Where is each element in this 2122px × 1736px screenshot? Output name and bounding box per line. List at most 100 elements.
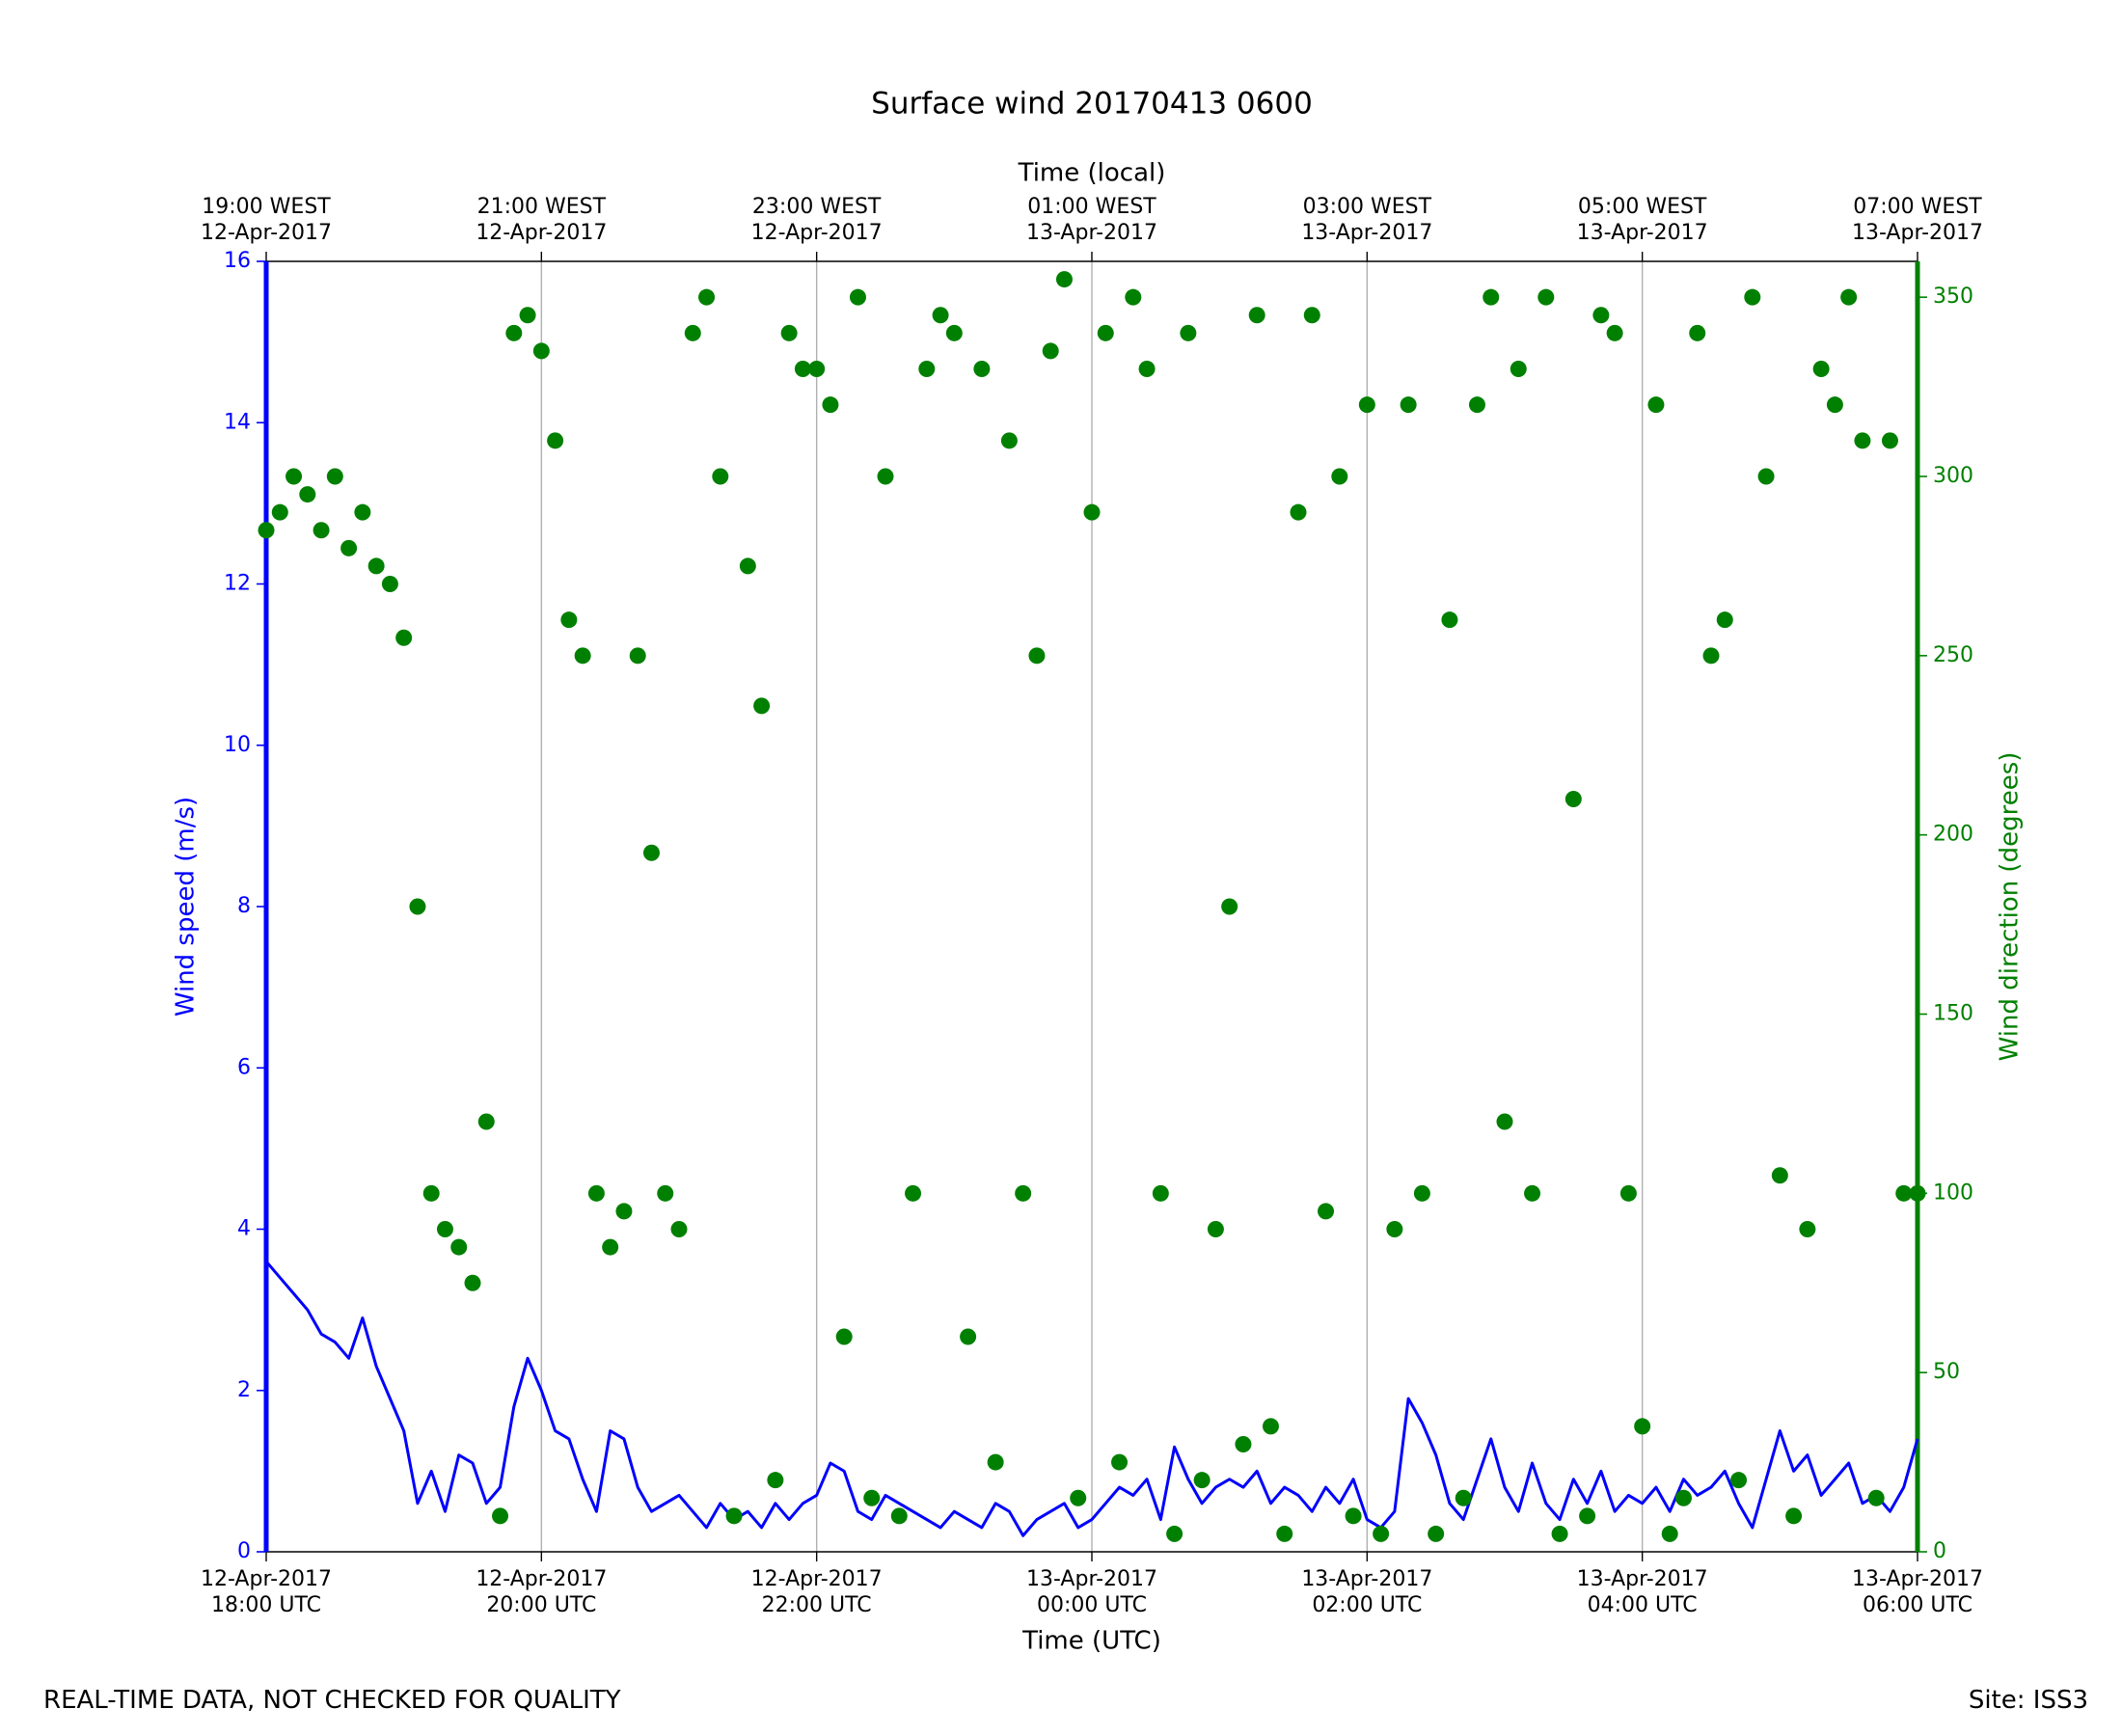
direction-point [1812,361,1830,377]
direction-point [1730,1472,1748,1489]
y2-tick-label: 50 [1933,1360,1960,1384]
direction-point [657,1184,674,1202]
direction-point [1647,396,1665,414]
direction-point [1881,432,1898,449]
direction-point [1757,468,1775,485]
direction-point [753,697,771,715]
x2-axis-label: Time (local) [1018,159,1166,188]
direction-point [960,1328,977,1345]
y2-tick-label: 0 [1933,1539,1946,1563]
direction-point [354,503,371,521]
direction-point [367,557,385,575]
direction-point [1055,271,1073,288]
x2-tick-label: 23:00 WEST 12-Apr-2017 [750,195,883,245]
direction-point [794,361,811,377]
direction-point [918,361,936,377]
direction-point [1702,647,1720,665]
direction-point [1015,1184,1032,1202]
direction-point [422,1184,440,1202]
direction-point [313,522,330,539]
y2-tick-label: 300 [1933,464,1973,488]
direction-point [519,307,536,324]
direction-point [1441,611,1458,629]
x-tick-label: 13-Apr-2017 00:00 UTC [1025,1567,1158,1617]
y-tick-label: 14 [224,410,251,434]
direction-point [739,557,756,575]
direction-point [1413,1184,1430,1202]
direction-point [1579,1507,1596,1525]
direction-point [1483,288,1500,306]
direction-point [712,468,729,485]
x-tick-label: 13-Apr-2017 06:00 UTC [1851,1567,1984,1617]
direction-point [1510,361,1527,377]
y2-tick-label: 100 [1933,1180,1973,1205]
x-tick-label: 12-Apr-2017 18:00 UTC [200,1567,333,1617]
direction-point [450,1238,468,1256]
direction-point [1428,1525,1445,1542]
direction-point [973,361,991,377]
x2-tick-label: 03:00 WEST 13-Apr-2017 [1301,195,1433,245]
y2-tick-label: 200 [1933,823,1973,847]
footer-site: Site: ISS3 [1968,1686,2088,1715]
direction-point [532,342,550,360]
direction-point [1152,1184,1169,1202]
direction-point [1207,1221,1224,1237]
direction-point [271,503,288,521]
direction-point [1909,1184,1926,1202]
direction-point [1248,307,1265,324]
x-tick-label: 13-Apr-2017 02:00 UTC [1301,1567,1433,1617]
direction-point [905,1184,922,1202]
direction-point [725,1507,743,1525]
chart-title: Surface wind 20170413 0600 [871,87,1313,122]
direction-point [1716,611,1733,629]
direction-point [987,1453,1004,1471]
direction-point [1854,432,1871,449]
x2-tick-label: 07:00 WEST 13-Apr-2017 [1851,195,1984,245]
direction-point [1318,1203,1335,1220]
y-tick-label: 12 [224,572,251,596]
y2-axis-label: Wind direction (degrees) [1996,752,2025,1062]
direction-point [436,1221,453,1237]
direction-point [1771,1167,1788,1184]
direction-point [1070,1489,1087,1506]
direction-point [1290,503,1307,521]
direction-point [1166,1525,1183,1542]
y-tick-label: 2 [237,1378,251,1402]
direction-point [547,432,564,449]
direction-point [1468,396,1485,414]
y2-tick-label: 350 [1933,285,1973,309]
direction-point [1358,396,1375,414]
direction-point [1564,791,1582,807]
direction-point [1840,288,1858,306]
direction-point [587,1184,605,1202]
direction-point [505,324,523,341]
direction-point [1400,396,1417,414]
direction-point [1262,1418,1279,1435]
direction-point [560,611,578,629]
direction-point [409,898,426,915]
direction-point [1455,1489,1472,1506]
direction-point [1000,432,1018,449]
direction-point [890,1507,908,1525]
direction-point [464,1274,481,1291]
direction-point [1138,361,1156,377]
direction-point [877,468,894,485]
direction-point [381,576,398,592]
direction-point [286,468,303,485]
direction-point [1524,1184,1541,1202]
y-tick-label: 0 [237,1539,251,1563]
direction-point [670,1221,688,1237]
footer-note: REAL-TIME DATA, NOT CHECKED FOR QUALITY [43,1686,621,1715]
direction-point [1386,1221,1403,1237]
y-tick-label: 8 [237,894,251,918]
direction-point [602,1238,619,1256]
direction-point [1537,288,1555,306]
x-tick-label: 13-Apr-2017 04:00 UTC [1576,1567,1708,1617]
direction-point [1331,468,1348,485]
y2-tick-label: 150 [1933,1002,1973,1026]
direction-point [932,307,949,324]
direction-point [1345,1507,1362,1525]
direction-point [1785,1507,1803,1525]
direction-point [1042,342,1059,360]
